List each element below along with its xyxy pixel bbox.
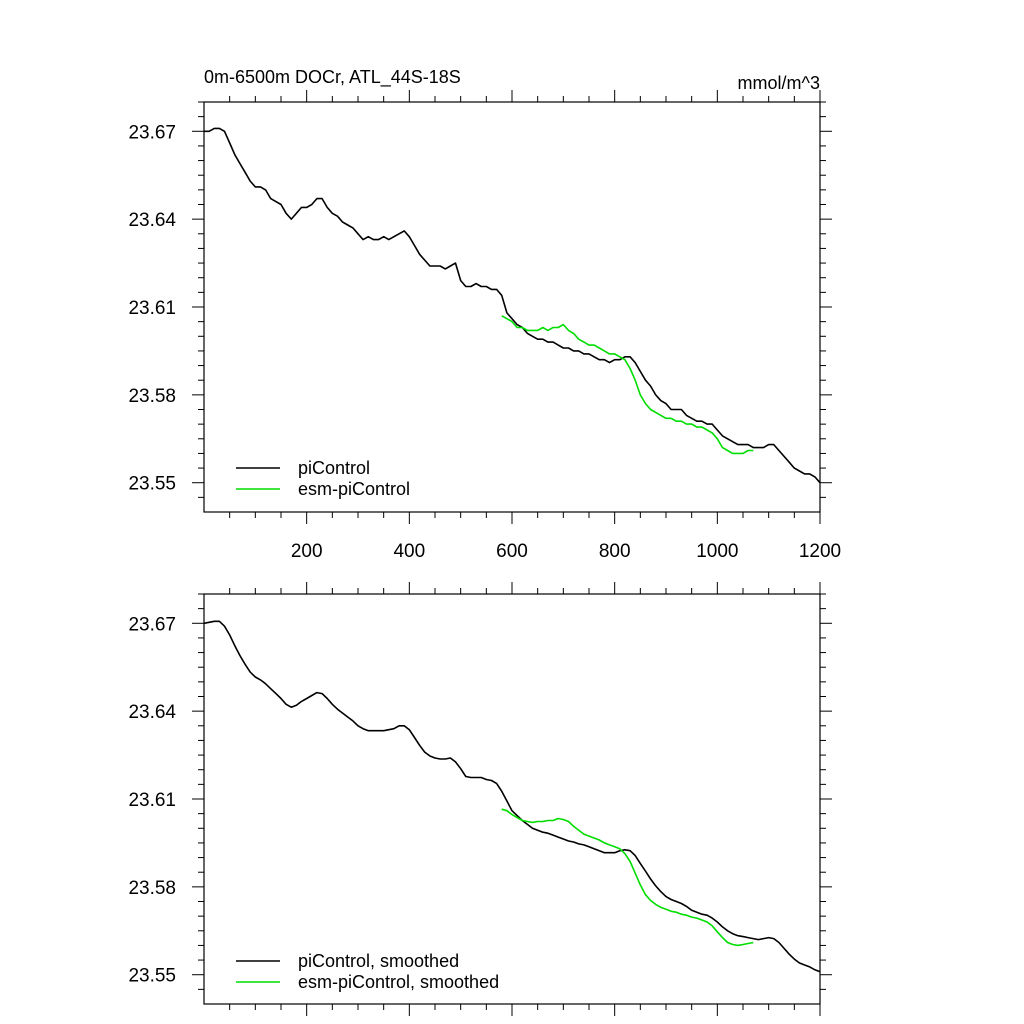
legend-label: piControl (298, 458, 370, 478)
x-tick-label: 400 (393, 541, 425, 562)
y-tick-label: 23.58 (128, 878, 176, 899)
y-tick-label: 23.55 (128, 966, 176, 987)
x-tick-label: 200 (291, 541, 323, 562)
y-tick-label: 23.61 (128, 298, 176, 319)
series-line-picontrol (204, 127, 821, 484)
legend-label: esm-piControl, smoothed (298, 972, 499, 992)
top-panel: 0m-6500m DOCr, ATL_44S-18S mmol/m^3 23.6… (128, 67, 841, 562)
y-tick-label: 23.55 (128, 474, 176, 495)
y-tick-label: 23.64 (128, 702, 176, 723)
y-tick-label: 23.61 (128, 790, 176, 811)
y-tick-label: 23.67 (128, 614, 176, 635)
y-tick-label: 23.67 (128, 122, 176, 143)
x-tick-label: 800 (599, 541, 631, 562)
x-tick-label: 1200 (799, 541, 841, 562)
series-line-picontrol (203, 620, 821, 973)
y-tick-label: 23.58 (128, 386, 176, 407)
y-tick-label: 23.64 (128, 210, 176, 231)
series-line-esm-picontrol (501, 315, 754, 455)
x-tick-label: 1000 (696, 541, 738, 562)
units-label: mmol/m^3 (738, 73, 820, 93)
legend-label: esm-piControl (298, 479, 410, 499)
legend-label: piControl, smoothed (298, 951, 459, 971)
panel-title: 0m-6500m DOCr, ATL_44S-18S (204, 67, 461, 88)
series-line-esm-picontrol (501, 808, 754, 947)
x-tick-label: 600 (496, 541, 528, 562)
bottom-panel: 23.67 23.64 23.61 23.58 23.55 piControl, smoo… (128, 582, 832, 1016)
